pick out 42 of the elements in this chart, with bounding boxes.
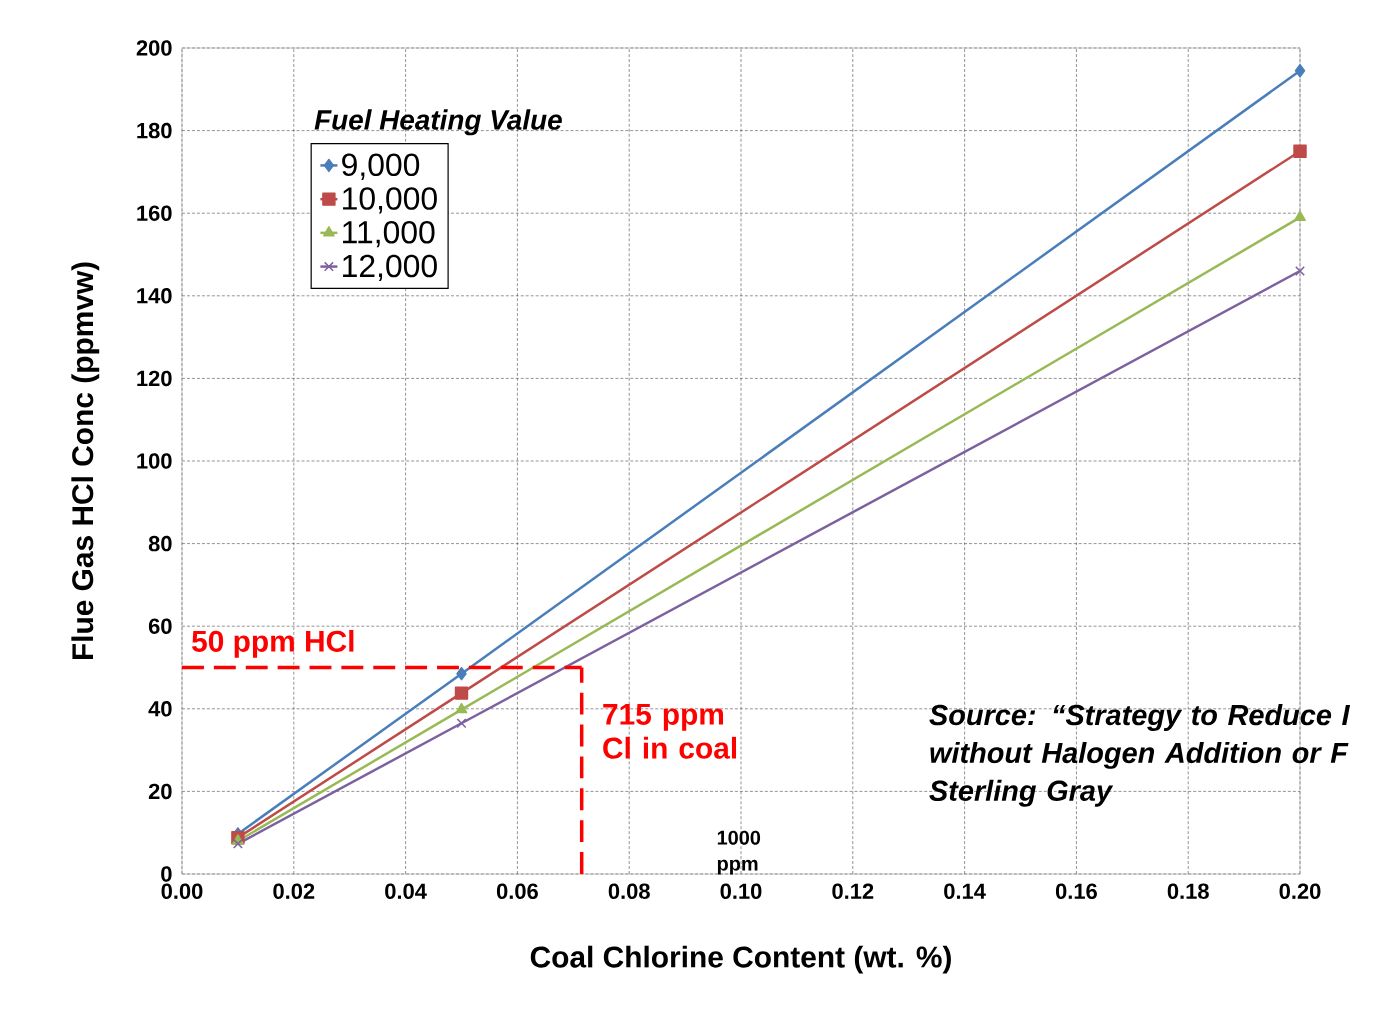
y-tick-label: 40 — [148, 701, 172, 717]
point — [456, 718, 467, 729]
legend-label: 11,000 — [343, 220, 435, 248]
x-tick-label: 0.04 — [385, 883, 427, 900]
point — [1295, 266, 1305, 276]
y-tick-label: 200 — [136, 40, 172, 56]
x-tick-label: 0.10 — [720, 883, 762, 900]
x-tick-label: 0.20 — [1279, 883, 1321, 900]
ref-line-label: 50 ppm HCl — [192, 629, 354, 658]
point — [232, 838, 243, 849]
point — [1294, 63, 1306, 78]
ref-line-label: 715 ppm Cl in coal — [603, 704, 737, 759]
annotation: 1000 ppm — [717, 830, 761, 875]
x-tick-label: 0.12 — [832, 883, 874, 900]
annotation: Source: “Strategy to Reduce I without Halogen Addition or F Sterling Gray — [929, 704, 1351, 807]
x-tick-label: 0.00 — [161, 883, 203, 900]
x-tick-label: 0.16 — [1055, 883, 1097, 900]
y-tick-label: 60 — [148, 618, 172, 634]
y-tick-label: 120 — [137, 370, 172, 387]
point — [1294, 210, 1306, 222]
y-tick-label: 100 — [137, 453, 172, 469]
legend-title: Fuel Heating Value — [314, 109, 562, 136]
point — [455, 702, 468, 714]
y-tick-label: 160 — [137, 205, 172, 221]
point — [456, 666, 467, 681]
y-tick-label: 180 — [137, 122, 172, 139]
legend-label: 12,000 — [343, 254, 437, 282]
y-tick-label: 20 — [148, 783, 172, 800]
y-tick-label: 0 — [161, 866, 172, 882]
legend-label: 10,000 — [343, 187, 437, 214]
x-tick-label: 0.08 — [608, 883, 650, 900]
x-tick-label: 0.02 — [273, 883, 315, 900]
legend-label: 9,000 — [342, 153, 420, 180]
x-tick-label: 0.06 — [496, 883, 538, 900]
x-tick-label: 0.14 — [944, 883, 986, 900]
y-tick-label: 140 — [137, 288, 172, 304]
y-tick-label: 80 — [148, 535, 172, 552]
x-tick-label: 0.18 — [1167, 883, 1209, 900]
x-axis-title: Coal Chlorine Content (wt. %) — [530, 945, 951, 974]
point — [454, 686, 469, 700]
point — [1293, 144, 1307, 158]
y-axis-title: Flue Gas HCl Conc (ppmvw) — [71, 262, 100, 660]
